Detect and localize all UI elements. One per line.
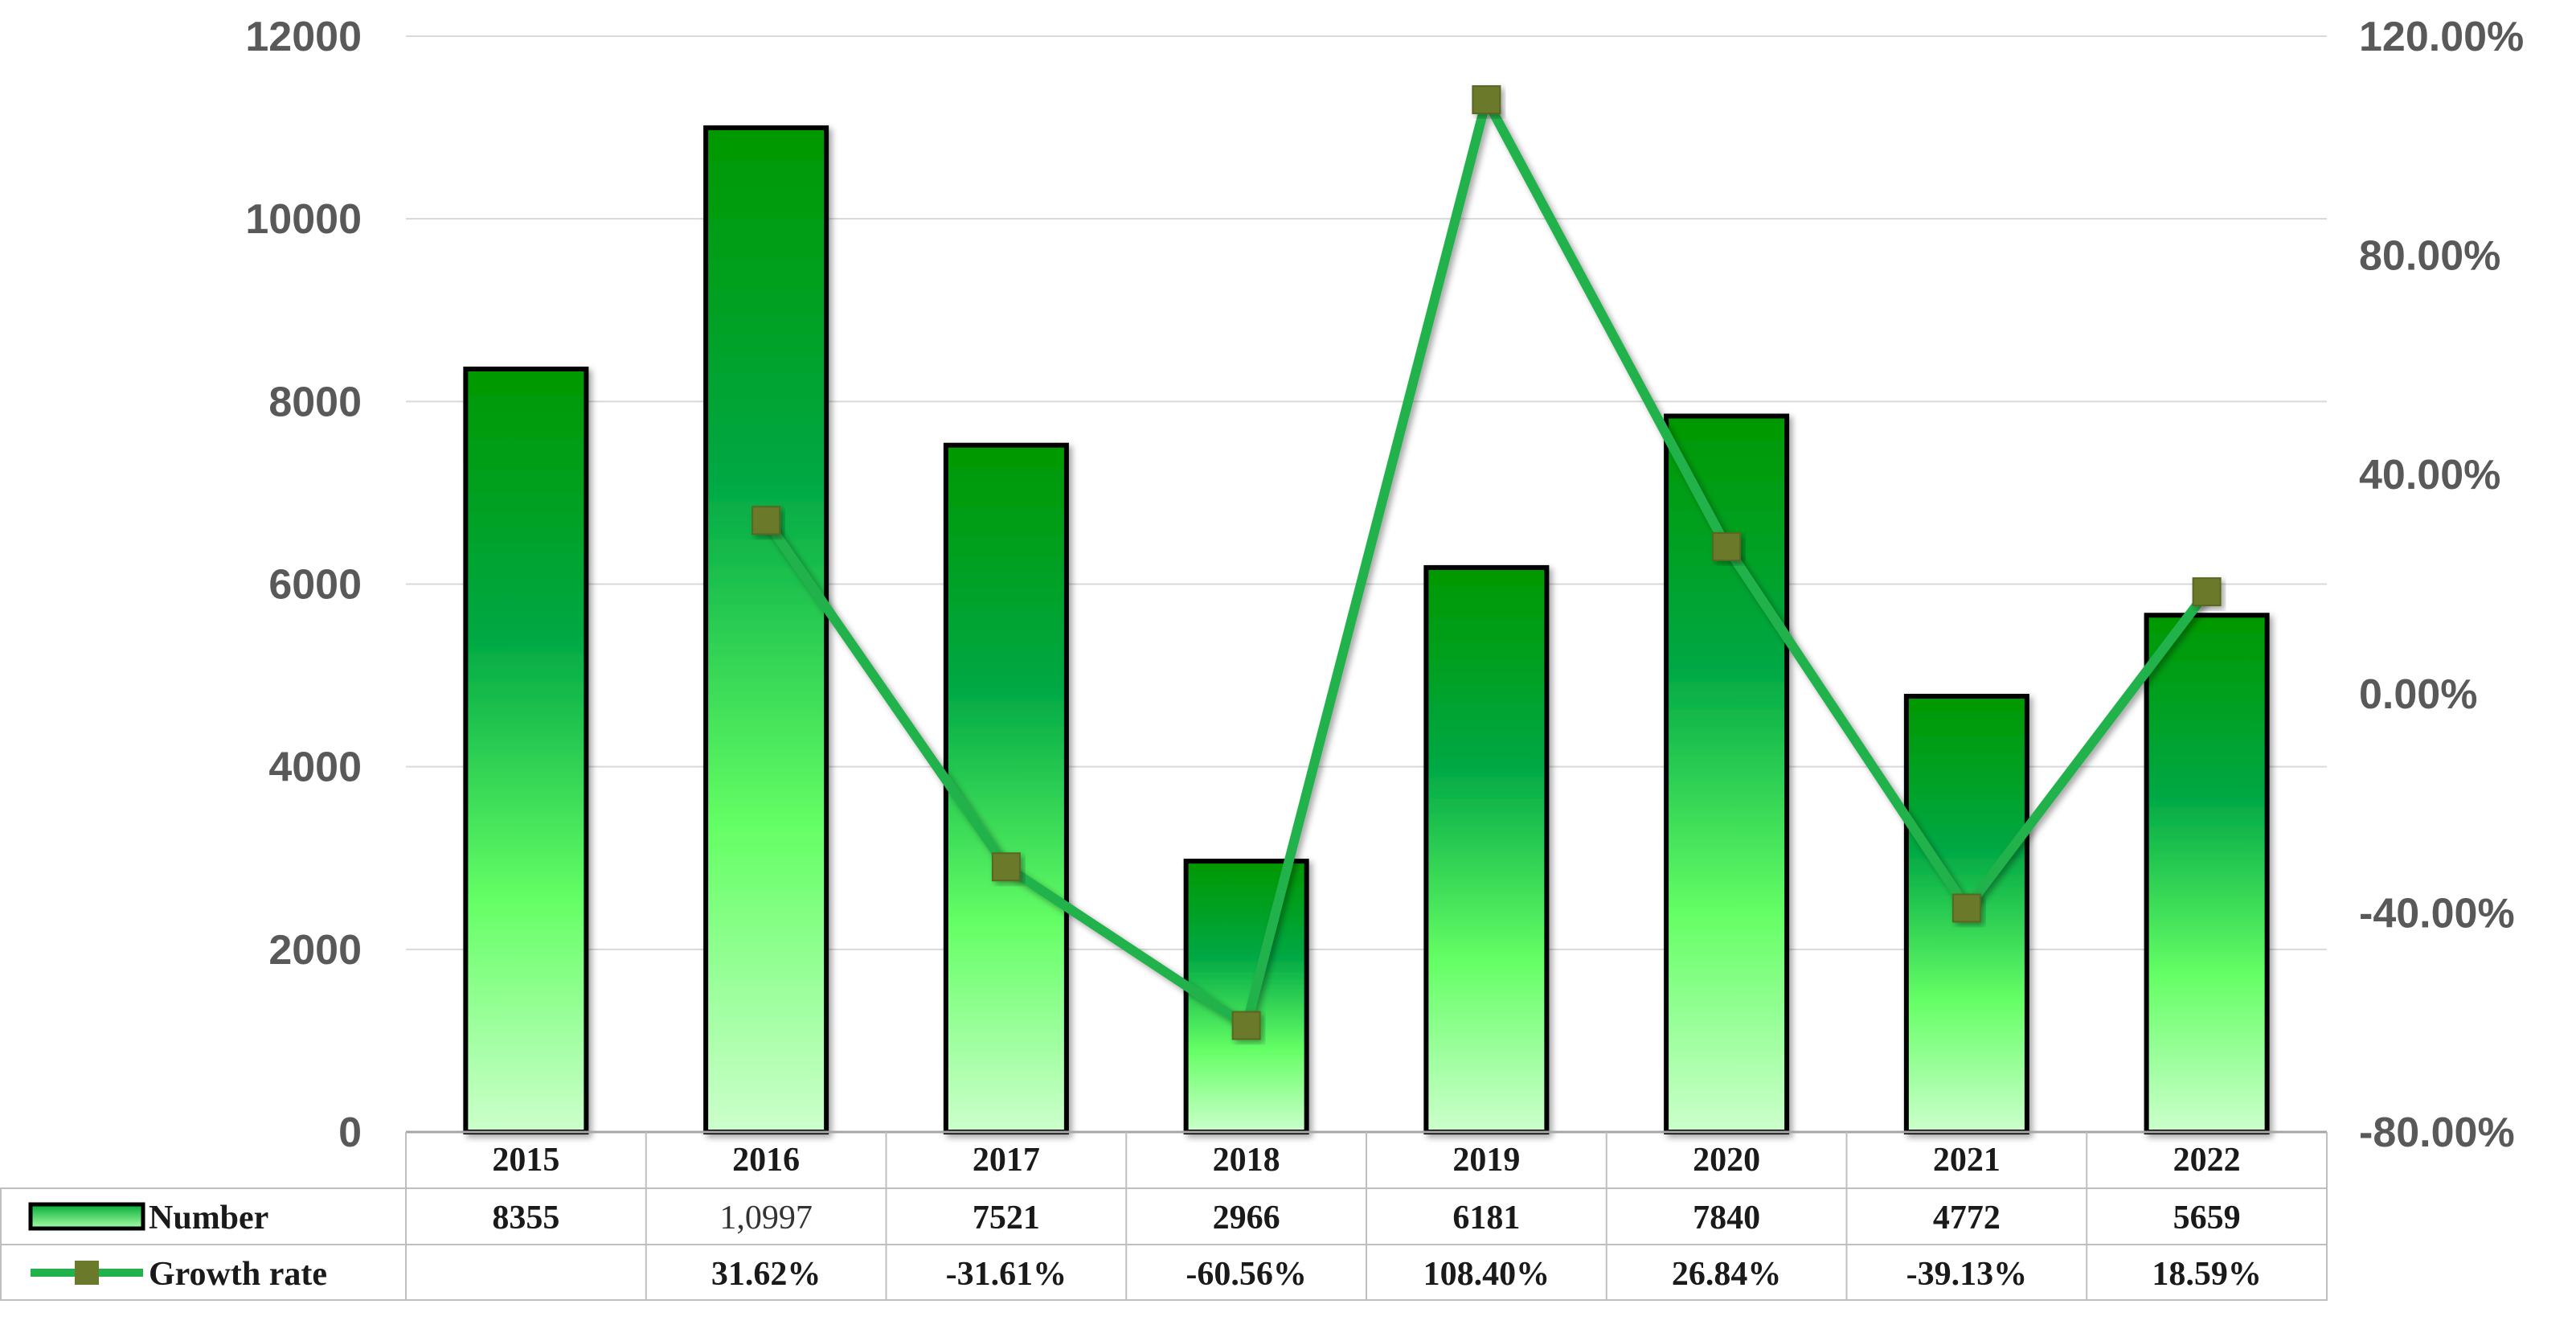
number-legend-label: Number xyxy=(149,1200,268,1237)
growth-value: 26.84% xyxy=(1672,1256,1782,1293)
growth-rate-marker xyxy=(991,852,1021,882)
left-tick-label: 2000 xyxy=(268,927,362,974)
bar xyxy=(1664,413,1790,1134)
growth-value: -39.13% xyxy=(1906,1256,2028,1293)
growth-value: 108.40% xyxy=(1423,1256,1550,1293)
category-label: 2015 xyxy=(492,1142,559,1179)
growth-value: -60.56% xyxy=(1186,1256,1307,1293)
category-label: 2020 xyxy=(1693,1142,1760,1179)
category-label: 2019 xyxy=(1452,1142,1520,1179)
growth-rate-series xyxy=(752,85,2222,1040)
left-tick-label: 6000 xyxy=(268,562,362,609)
number-value: 4772 xyxy=(1933,1200,2001,1237)
right-tick-label: 120.00% xyxy=(2359,14,2524,60)
right-y-axis: -80.00% -40.00% 0.00% 40.00% 80.00% 120.00% xyxy=(2359,14,2524,1156)
number-legend-key xyxy=(28,1202,145,1231)
right-tick-label: 0.00% xyxy=(2359,671,2477,718)
bar xyxy=(1423,564,1550,1134)
growth-rate-marker xyxy=(752,506,781,535)
number-value: 7521 xyxy=(973,1200,1040,1237)
growth-rate-marker xyxy=(1712,531,1742,561)
number-value: 7840 xyxy=(1693,1200,1760,1237)
bar xyxy=(703,125,829,1135)
growth-value: -31.61% xyxy=(946,1256,1067,1293)
number-value: 1,0997 xyxy=(719,1200,813,1237)
growth-rate-marker xyxy=(2192,577,2222,607)
right-tick-label: -40.00% xyxy=(2359,890,2515,937)
growth-legend-marker xyxy=(75,1261,99,1285)
bar xyxy=(943,442,1069,1134)
category-label: 2016 xyxy=(732,1142,800,1179)
growth-legend-label: Growth rate xyxy=(149,1256,327,1293)
left-y-axis: 0 2000 4000 6000 8000 10000 12000 xyxy=(245,14,362,1156)
right-tick-label: 80.00% xyxy=(2359,233,2500,280)
growth-value: 31.62% xyxy=(711,1256,821,1293)
left-tick-label: 12000 xyxy=(245,14,362,60)
left-tick-label: 0 xyxy=(338,1109,362,1156)
category-label: 2021 xyxy=(1933,1142,2001,1179)
growth-rate-marker xyxy=(1231,1011,1261,1040)
right-tick-label: 40.00% xyxy=(2359,452,2500,498)
growth-rate-marker xyxy=(1951,893,1981,923)
number-value: 6181 xyxy=(1452,1200,1520,1237)
data-table: 2015 2016 2017 2018 2019 2020 2021 2022 Number 83… xyxy=(0,1130,2328,1301)
category-label: 2022 xyxy=(2173,1142,2241,1179)
growth-value: 18.59% xyxy=(2152,1256,2262,1293)
bar-series xyxy=(463,125,2270,1135)
left-tick-label: 10000 xyxy=(245,196,362,243)
bar xyxy=(2144,613,2270,1134)
left-tick-label: 4000 xyxy=(268,744,362,791)
number-value: 5659 xyxy=(2173,1200,2241,1237)
right-tick-label: -80.00% xyxy=(2359,1109,2515,1156)
gridlines xyxy=(406,35,2327,1133)
number-value: 2966 xyxy=(1213,1200,1280,1237)
bar xyxy=(463,367,589,1135)
growth-rate-marker xyxy=(1472,85,1501,115)
category-label: 2018 xyxy=(1213,1142,1280,1179)
category-label: 2017 xyxy=(973,1142,1040,1179)
left-tick-label: 8000 xyxy=(268,379,362,425)
number-value: 8355 xyxy=(492,1200,559,1237)
